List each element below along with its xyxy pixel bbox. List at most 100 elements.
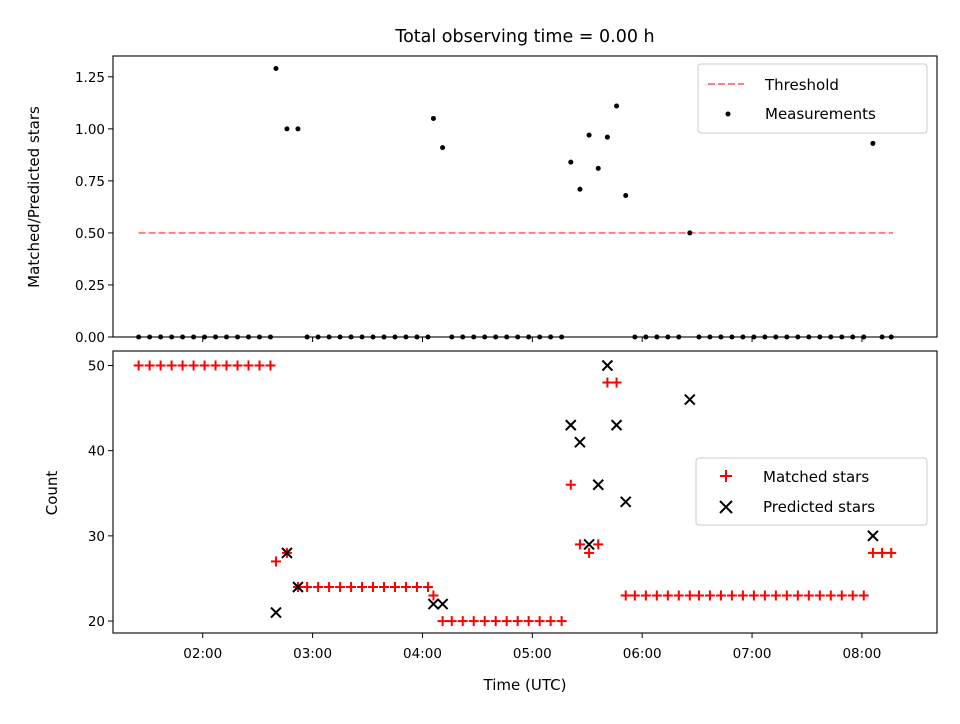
matched-star-marker [490,616,501,627]
predicted-star-marker [574,436,586,448]
x-tick-label: 05:00 [513,646,552,662]
measurement-point [284,126,290,132]
matched-star-marker [457,616,468,627]
matched-star-marker [886,547,897,558]
matched-star-marker [726,590,737,601]
measurement-point [614,103,620,109]
predicted-star-marker [684,393,696,406]
matched-star-marker [144,360,155,371]
x-tick-label: 08:00 [842,646,881,662]
x-tick-label: 06:00 [623,646,662,662]
predicted-star-marker [620,496,632,508]
matched-star-marker [858,590,869,601]
legend-predicted-label: Predicted stars [763,498,875,516]
bottom-plot-marks [133,359,897,627]
measurement-point [440,145,446,151]
predicted-star-marker [270,606,282,619]
matched-star-marker [346,581,357,592]
matched-star-marker [479,616,490,627]
measurement-point [430,115,436,121]
matched-star-marker [357,581,368,592]
y-tick-label: 40 [88,444,105,460]
matched-star-marker [867,547,878,558]
top-panel: Total observing time = 0.00 h 0.000.250.… [25,27,938,346]
predicted-star-marker [565,419,577,431]
matched-star-marker [574,539,585,550]
matched-star-marker [593,539,604,550]
top-y-axis-label: Matched/Predicted stars [25,106,43,288]
measurement-point [604,134,610,140]
matched-star-marker [199,360,210,371]
x-tick-label: 07:00 [733,646,772,662]
matched-star-marker [611,377,622,388]
matched-star-marker [270,556,281,567]
measurement-point [870,140,876,146]
x-tick-label: 04:00 [403,646,442,662]
bottom-legend-frame [695,457,928,526]
y-tick-label: 50 [88,358,105,374]
matched-star-marker [313,581,324,592]
matched-star-marker [836,590,847,601]
matched-star-marker [188,360,199,371]
matched-star-marker [523,616,534,627]
bottom-y-axis-label: Count [43,471,61,516]
matched-star-marker [673,590,684,601]
matched-star-marker [814,590,825,601]
matched-star-marker [446,616,457,627]
matched-star-marker [265,360,276,371]
legend-threshold-label: Threshold [764,76,839,94]
matched-star-marker [177,360,188,371]
predicted-star-marker [583,538,595,551]
matched-star-marker [501,616,512,627]
matched-star-marker [389,581,400,592]
matched-star-marker [662,590,673,601]
bottom-legend: Matched stars Predicted stars [695,457,928,526]
bottom-x-ticks: 02:00 03:00 04:00 05:00 06:00 07:00 08:00 [183,633,881,662]
bottom-y-ticks: 20 30 40 50 [88,358,113,630]
matched-star-marker [545,616,556,627]
measurement-point [595,165,601,171]
matched-star-marker [602,377,613,388]
y-tick-label: 0.50 [75,226,105,242]
measurement-point [586,132,592,138]
matched-star-marker [803,590,814,601]
measurement-point [273,65,279,71]
matched-star-marker [400,581,411,592]
chart-title: Total observing time = 0.00 h [394,27,654,47]
matched-star-marker [704,590,715,601]
matched-star-marker [640,590,651,601]
matched-star-marker [847,590,858,601]
matched-star-marker [825,590,836,601]
matched-star-marker [422,581,433,592]
y-tick-label: 0.75 [75,174,105,190]
matched-star-marker [534,616,545,627]
matched-star-marker [620,590,631,601]
predicted-star-marker [867,530,879,542]
predicted-star-marker [292,581,304,593]
matched-star-marker [759,590,770,601]
y-tick-label: 1.25 [75,70,105,86]
matched-star-marker [243,360,254,371]
measurement-point [687,230,693,236]
x-tick-label: 03:00 [293,646,332,662]
legend-measurements-label: Measurements [765,105,876,123]
matched-star-marker [556,616,567,627]
matched-star-marker [324,581,335,592]
matched-star-marker [770,590,781,601]
bottom-axes-frame [112,350,938,634]
predicted-star-marker [610,419,623,431]
predicted-star-marker [427,598,440,610]
legend-predicted-swatch [719,500,733,514]
legend-matched-label: Matched stars [763,468,869,486]
matched-star-marker [877,547,888,558]
top-axes-frame [112,55,938,338]
legend-measurements-swatch [725,111,731,117]
x-axis-label: Time (UTC) [483,676,567,694]
matched-star-marker [232,360,243,371]
top-x-ticks [202,337,863,342]
matched-star-marker [437,616,448,627]
predicted-star-marker [601,359,614,372]
matched-star-marker [468,616,479,627]
